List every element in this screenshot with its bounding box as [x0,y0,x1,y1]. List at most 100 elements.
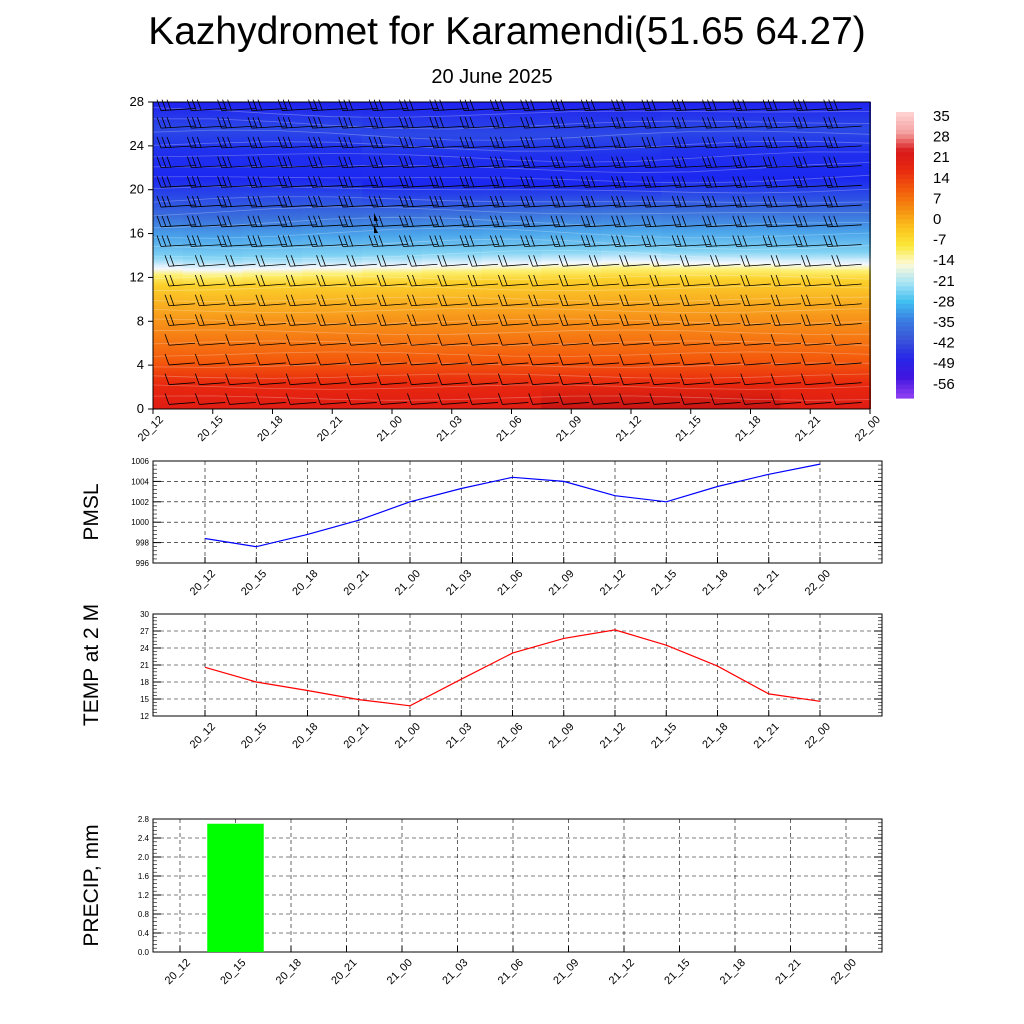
wind-barb [588,294,620,307]
wind-barb-flag [737,116,743,129]
wind-barb-flag [368,116,374,129]
temperature-column [302,102,364,409]
wind-barb-flag [494,136,500,148]
wind-barb-flag [710,294,715,306]
wind-barb-flag [560,176,566,188]
wind-barb-flag [191,136,197,148]
wind-barb [550,156,589,168]
wind-barb-shaft [714,263,741,267]
wind-barb-flag [803,136,808,148]
wind-barb-shaft [433,184,468,188]
wind-barb-flag [409,99,414,111]
colorbar-swatch [896,330,914,337]
wind-barb-shaft [494,125,529,129]
wind-barb-flag [775,255,781,267]
wind-barb-shaft [653,323,680,326]
wind-barb-shaft [585,145,620,149]
wind-barb-shaft [502,342,529,346]
wind-barb-flag [588,373,594,385]
wind-barb-flag [580,99,586,111]
wind-barb-flag [161,215,167,227]
wind-barb-flag [684,255,690,267]
wind-barb [671,195,711,208]
wind-barb-shaft [472,283,499,287]
wind-barb-flag [257,99,263,111]
wind-barb [702,176,741,188]
wind-barb [459,215,499,228]
wind-barb-flag [277,235,283,247]
wind-barb-flag [343,195,349,208]
wind-barb-flag [732,136,738,148]
wind-barb [740,255,771,267]
wind-barb [308,215,347,228]
wind-barb [702,195,741,208]
wind-barb-flag [439,235,445,247]
wind-barb-flag [828,195,834,208]
wind-barb [489,215,529,228]
wind-barb-flag [287,136,293,148]
wind-barb-shaft [441,263,468,267]
wind-barb-shaft [623,263,650,267]
wind-barb-flag [533,255,539,267]
wind-barb-shaft [403,204,438,208]
wind-barb-shaft [472,342,499,346]
wind-barb [217,195,256,208]
wind-barb-flag [767,215,773,227]
wind-barb-flag [404,195,409,208]
wind-barb [679,294,711,307]
wind-barb [429,176,468,188]
wind-barb-flag [469,176,475,188]
wind-barb [528,353,559,366]
wind-barb-flag [823,156,829,168]
wind-barb [338,176,377,188]
wind-barb-flag [459,116,465,129]
wind-barb-flag [439,116,445,129]
wind-barb [793,235,832,247]
colorbar-swatch [896,134,914,140]
wind-barb [611,136,650,149]
wind-barb-flag [282,99,288,111]
wind-barb [368,99,408,111]
wind-barb-flag [676,116,682,129]
wind-barb [407,373,438,386]
wind-barb-flag [194,274,200,287]
wind-barb [194,314,226,326]
wind-barb [520,235,559,247]
wind-barb-shaft [320,263,347,267]
wind-barb [641,99,680,111]
wind-barb-flag [684,294,690,306]
colorbar-swatch [896,362,914,368]
wind-barb [156,99,196,111]
wind-barb-flag [555,156,561,168]
wind-barb [770,353,802,366]
wind-barb-shaft [381,382,408,386]
wind-barb-shaft [342,204,377,208]
isotherm-contour [152,318,871,324]
wind-barb-flag [368,136,374,148]
wind-barb-flag [321,274,326,287]
wind-barb-shaft [221,125,256,129]
wind-barb-flag [156,176,162,188]
wind-barb-flag [585,235,591,247]
wind-barb-shaft [562,303,589,307]
wind-barb [316,255,347,267]
wind-barb-flag [803,176,808,188]
wind-barb-shaft [464,108,499,111]
wind-barb-flag [555,195,561,208]
wind-barb-shaft [464,224,499,228]
wind-barb-shaft [524,165,559,168]
wind-barb-flag [429,176,435,188]
wind-barb-flag [399,215,404,227]
wind-barb-flag [712,215,717,227]
isotherm-contour [152,351,871,357]
wind-barb-shaft [767,165,802,168]
x-tick-label: 21_12 [607,957,637,987]
wind-barb-flag [409,156,414,168]
wind-barb [770,393,802,405]
wind-barb-shaft [805,323,832,326]
wind-barb-flag [649,314,655,326]
wind-barb-flag [227,215,232,227]
wind-barb-flag [346,294,352,306]
wind-barb-flag [616,136,621,148]
wind-barb [649,353,680,366]
